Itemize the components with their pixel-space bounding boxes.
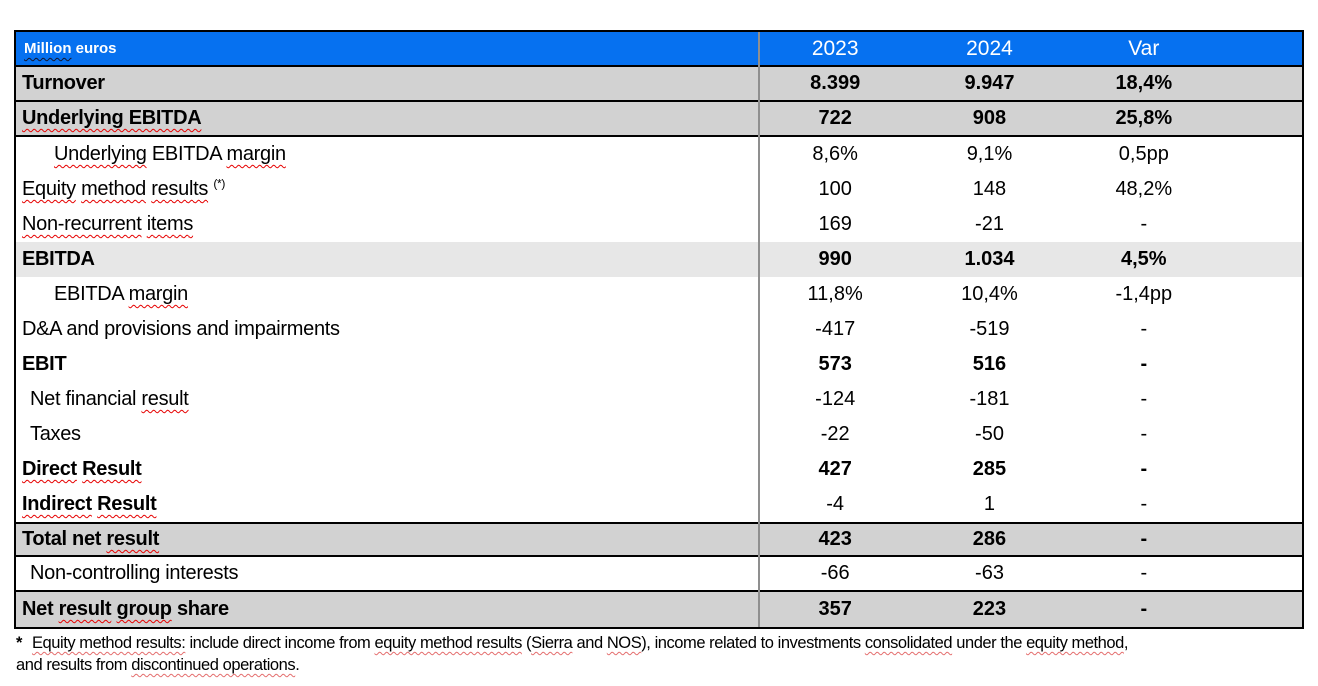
table-row-turnover: Turnover 8.399 9.947 18,4% — [16, 67, 1302, 102]
row-label: Total net result — [22, 528, 160, 550]
value-var: - — [1140, 388, 1148, 410]
table-row-non-recurrent-items: Non-recurrent items 169 -21 - — [16, 207, 1302, 242]
row-label: Non-controlling interests — [30, 562, 239, 584]
value-2024: 516 — [972, 353, 1007, 375]
footnote-line-1: * Equity method results: include direct i… — [16, 632, 1308, 654]
value-2023: -124 — [815, 388, 856, 410]
value-2024: -21 — [975, 213, 1004, 235]
value-var: 0,5pp — [1118, 143, 1169, 165]
value-2023: 990 — [818, 248, 852, 270]
row-label: Indirect Result — [22, 493, 157, 515]
table-row-non-controlling-interests: Non-controlling interests -66 -63 - — [16, 557, 1302, 592]
table-row-da-provisions-impairments: D&A and provisions and impairments -417 -5… — [16, 312, 1302, 347]
table-row-taxes: Taxes -22 -50 - — [16, 417, 1302, 452]
table-row-net-financial-result: Net financial result -124 -181 - — [16, 382, 1302, 417]
value-var: - — [1140, 213, 1148, 235]
table-row-underlying-ebitda-margin: Underlying EBITDA margin 8,6% 9,1% 0,5pp — [16, 137, 1302, 172]
footnote-line2-text: and results from discontinued operations… — [16, 656, 300, 674]
value-2023: 722 — [818, 107, 852, 129]
footnote-asterisk: * — [16, 634, 22, 652]
value-var: 48,2% — [1115, 178, 1173, 200]
row-label: Non-recurrent items — [22, 213, 194, 235]
value-2024: 9.947 — [964, 72, 1015, 94]
row-label: D&A and provisions and impairments — [22, 318, 340, 340]
value-2024: -63 — [975, 562, 1004, 584]
value-2024: 285 — [972, 458, 1007, 480]
table-row-net-result-group-share: Net result group share 357 223 - — [16, 592, 1302, 627]
table-row-ebitda-margin: EBITDA margin 11,8% 10,4% -1,4pp — [16, 277, 1302, 312]
row-label: EBIT — [22, 353, 67, 375]
value-2024: -50 — [975, 423, 1004, 445]
value-2024: 1 — [983, 493, 996, 515]
value-2023: -4 — [826, 493, 845, 515]
row-label: Turnover — [22, 72, 105, 94]
row-label: Taxes — [30, 423, 81, 445]
header-column-var: Var — [1128, 36, 1160, 60]
table-header-row: Million euros 2023 2024 Var — [16, 32, 1302, 67]
value-2023: -22 — [820, 423, 850, 445]
value-2024: 148 — [972, 178, 1007, 200]
row-label: Underlying EBITDA — [22, 107, 202, 129]
header-column-2023: 2023 — [811, 36, 859, 60]
financial-results-table: Million euros 2023 2024 Var Turnover 8.39… — [14, 30, 1304, 629]
value-var: -1,4pp — [1115, 283, 1173, 305]
value-2023: 8,6% — [812, 143, 858, 165]
value-var: - — [1140, 493, 1148, 515]
table-body: Turnover 8.399 9.947 18,4% Underlying EBITDA… — [16, 67, 1302, 627]
table-row-ebitda: EBITDA 990 1.034 4,5% — [16, 242, 1302, 277]
value-2023: 169 — [818, 213, 852, 235]
value-2024: 9,1% — [966, 143, 1013, 165]
table-row-equity-method-results: Equity method results (*) 100 148 48,2% — [16, 172, 1302, 207]
value-2023: 357 — [818, 598, 852, 620]
value-2024: -181 — [969, 388, 1010, 410]
value-2024: 908 — [972, 107, 1007, 129]
value-2023: -417 — [815, 318, 856, 340]
value-2024: -519 — [969, 318, 1010, 340]
header-column-2024: 2024 — [966, 36, 1013, 60]
table-row-total-net-result: Total net result 423 286 - — [16, 522, 1302, 557]
table-row-direct-result: Direct Result 427 285 - — [16, 452, 1302, 487]
value-2023: 11,8% — [807, 283, 863, 305]
value-var: 4,5% — [1121, 248, 1167, 270]
row-label: Net financial result — [30, 388, 189, 410]
table-row-underlying-ebitda: Underlying EBITDA 722 908 25,8% — [16, 102, 1302, 137]
value-var: 18,4% — [1115, 72, 1173, 94]
value-var: - — [1140, 562, 1148, 584]
value-var: 25,8% — [1115, 107, 1173, 129]
row-label: Underlying EBITDA margin — [54, 143, 286, 165]
value-2023: 573 — [818, 353, 852, 375]
header-label-million-euros: Million euros — [24, 40, 117, 57]
value-var: - — [1140, 458, 1148, 480]
value-var: - — [1140, 318, 1148, 340]
table-row-indirect-result: Indirect Result -4 1 - — [16, 487, 1302, 522]
value-2024: 10,4% — [961, 283, 1018, 305]
value-2024: 1.034 — [964, 248, 1015, 270]
value-var: - — [1140, 353, 1148, 375]
value-var: - — [1140, 528, 1148, 550]
value-2023: -66 — [820, 562, 850, 584]
value-2024: 286 — [972, 528, 1007, 550]
row-label: EBITDA margin — [54, 283, 188, 305]
value-2023: 423 — [818, 528, 852, 550]
table-row-ebit: EBIT 573 516 - — [16, 347, 1302, 382]
value-var: - — [1140, 423, 1148, 445]
value-2023: 8.399 — [810, 72, 861, 94]
footnote-line1-text: Equity method results: include direct in… — [31, 634, 1129, 652]
row-label: Net result group share — [22, 598, 229, 620]
row-label: Direct Result — [22, 458, 142, 480]
row-label: Equity method results (*) — [22, 176, 226, 200]
footnote-line-2: and results from discontinued operations… — [16, 654, 1308, 676]
value-2023: 100 — [818, 178, 852, 200]
row-label: EBITDA — [22, 248, 95, 270]
value-2023: 427 — [818, 458, 852, 480]
value-var: - — [1140, 598, 1148, 620]
value-2024: 223 — [972, 598, 1007, 620]
footnote: * Equity method results: include direct i… — [16, 632, 1308, 676]
